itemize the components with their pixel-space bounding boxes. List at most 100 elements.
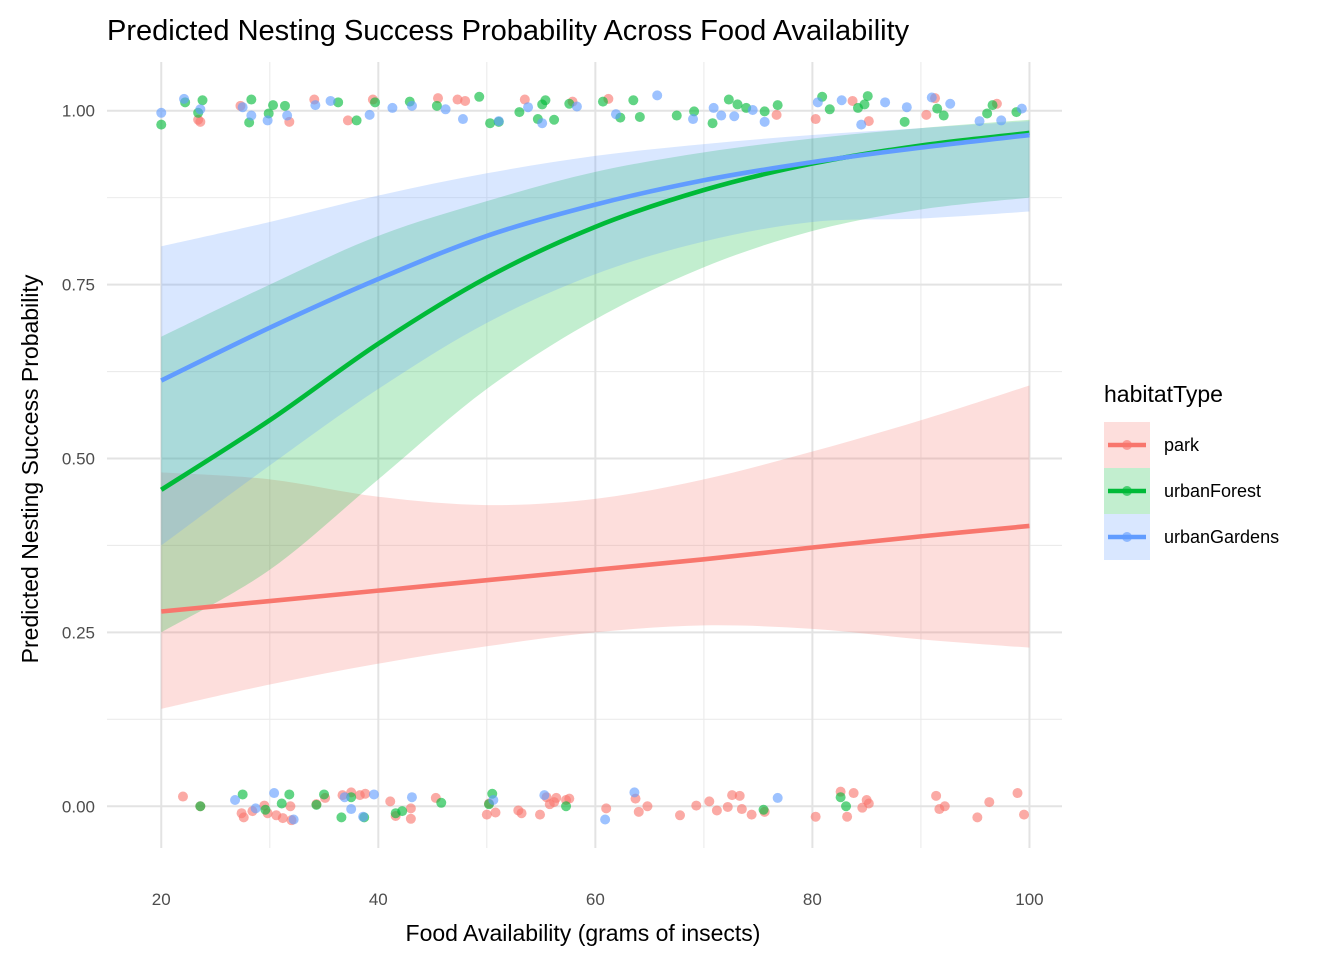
- point-urbanForest: [824, 104, 835, 115]
- point-park: [405, 813, 416, 824]
- point-urbanForest: [474, 91, 485, 102]
- point-park: [285, 801, 296, 812]
- point-urbanForest: [279, 100, 290, 111]
- fit-lines: [160, 130, 1030, 614]
- point-urbanGardens: [945, 98, 956, 109]
- point-urbanGardens: [812, 97, 823, 108]
- point-urbanGardens: [716, 110, 727, 121]
- point-urbanGardens: [974, 116, 985, 127]
- point-park: [727, 790, 738, 801]
- point-urbanGardens: [250, 803, 261, 814]
- point-urbanGardens: [652, 90, 663, 101]
- x-axis-title: Food Availability (grams of insects): [406, 920, 761, 946]
- point-urbanForest: [195, 801, 206, 812]
- grid: [107, 62, 1062, 848]
- point-urbanForest: [707, 118, 718, 129]
- point-urbanGardens: [1016, 103, 1027, 114]
- point-urbanGardens: [996, 115, 1007, 126]
- point-urbanForest: [319, 789, 330, 800]
- chart-title: Predicted Nesting Success Probability Ac…: [107, 15, 910, 47]
- legend-label: park: [1164, 435, 1200, 455]
- point-urbanForest: [351, 115, 362, 126]
- point-urbanForest: [758, 804, 769, 815]
- x-axis-ticks: 20 40 60 80 100: [152, 890, 1044, 909]
- legend-label: urbanGardens: [1164, 527, 1279, 547]
- point-urbanGardens: [610, 109, 621, 120]
- point-park: [490, 807, 501, 818]
- point-urbanGardens: [493, 116, 504, 127]
- point-urbanForest: [835, 792, 846, 803]
- point-urbanGardens: [440, 104, 451, 115]
- point-urbanGardens: [729, 111, 740, 122]
- point-park: [984, 797, 995, 808]
- point-urbanForest: [514, 107, 525, 118]
- point-urbanForest: [333, 97, 344, 108]
- point-park: [931, 790, 942, 801]
- point-park: [675, 810, 685, 821]
- fit-line-park: [161, 523, 1030, 614]
- legend-dot-park: [1122, 440, 1132, 450]
- point-urbanGardens: [406, 100, 417, 111]
- point-urbanGardens: [364, 109, 375, 120]
- y-tick-label: 0.25: [62, 623, 95, 642]
- point-urbanForest: [549, 114, 560, 125]
- point-urbanGardens: [708, 102, 719, 113]
- point-park: [535, 809, 546, 820]
- point-park: [711, 805, 722, 816]
- point-park: [810, 114, 821, 125]
- point-park: [691, 800, 702, 811]
- point-urbanForest: [268, 100, 279, 111]
- point-park: [342, 115, 353, 126]
- point-park: [177, 791, 188, 802]
- legend-entry-park: park: [1104, 422, 1200, 468]
- x-tick-label: 20: [152, 890, 171, 909]
- point-urbanGardens: [387, 102, 398, 113]
- point-urbanForest: [276, 798, 287, 809]
- point-park: [516, 808, 527, 819]
- ribbon-urbanForest: [161, 119, 1030, 633]
- point-urbanForest: [841, 801, 852, 812]
- point-park: [704, 796, 715, 807]
- point-park: [195, 116, 206, 127]
- point-urbanGardens: [457, 114, 468, 125]
- point-urbanForest: [197, 95, 208, 106]
- legend: habitatType park urbanForest urbanGardens: [1104, 381, 1279, 560]
- point-urbanGardens: [747, 104, 758, 115]
- point-urbanGardens: [571, 101, 582, 112]
- x-tick-label: 40: [369, 890, 388, 909]
- point-urbanForest: [540, 95, 551, 106]
- point-park: [432, 93, 443, 104]
- point-urbanForest: [982, 108, 993, 119]
- point-urbanForest: [628, 95, 639, 106]
- point-urbanGardens: [488, 795, 499, 806]
- point-urbanForest: [862, 91, 873, 102]
- point-urbanForest: [370, 97, 381, 108]
- point-urbanGardens: [688, 114, 699, 125]
- point-urbanForest: [564, 98, 575, 109]
- point-park: [277, 813, 288, 824]
- point-urbanForest: [336, 812, 347, 823]
- point-urbanGardens: [537, 118, 548, 129]
- point-urbanForest: [246, 94, 257, 105]
- point-urbanGardens: [230, 795, 241, 806]
- point-park: [771, 109, 782, 120]
- point-urbanForest: [431, 100, 442, 111]
- point-park: [746, 809, 757, 820]
- point-urbanGardens: [195, 104, 206, 115]
- y-tick-label: 0.00: [62, 797, 95, 816]
- y-tick-label: 1.00: [62, 102, 95, 121]
- point-urbanGardens: [880, 97, 891, 108]
- y-axis-title: Predicted Nesting Success Probability: [17, 274, 43, 663]
- point-urbanForest: [772, 100, 783, 111]
- point-urbanGardens: [358, 811, 369, 822]
- point-park: [385, 796, 396, 807]
- point-park: [863, 798, 874, 809]
- point-park: [736, 804, 747, 815]
- y-tick-label: 0.50: [62, 449, 95, 468]
- point-urbanForest: [689, 106, 700, 117]
- point-urbanForest: [397, 806, 408, 817]
- point-urbanGardens: [836, 95, 847, 106]
- data-points: [156, 90, 1030, 826]
- point-urbanGardens: [310, 100, 321, 111]
- point-urbanGardens: [339, 792, 350, 803]
